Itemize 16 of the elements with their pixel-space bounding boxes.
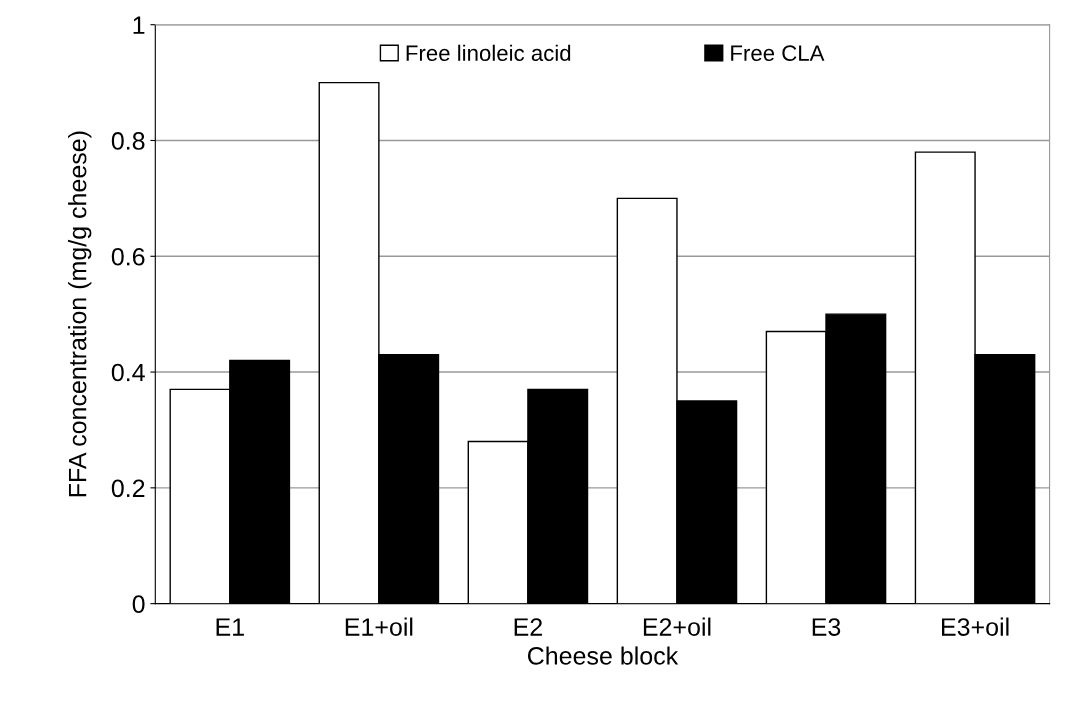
y-axis-title: FFA concentration (mg/g cheese) <box>68 131 92 497</box>
legend-label: Free linoleic acid <box>406 44 571 62</box>
x-tick-label: E1+oil <box>345 617 413 636</box>
y-tick-label: 0.6 <box>111 247 145 266</box>
x-tick-label: E2 <box>514 618 542 636</box>
x-tick-label: E2+oil <box>643 617 711 636</box>
x-tick-label: E3+oil <box>942 617 1009 636</box>
y-tick-label: 0.4 <box>111 363 145 382</box>
x-tick-label: E3 <box>812 618 841 636</box>
y-tick-label: 1 <box>133 16 145 34</box>
x-axis-title: Cheese block <box>527 646 679 665</box>
y-tick-label: 0 <box>132 595 145 613</box>
y-tick-label: 0.2 <box>111 479 145 498</box>
y-tick-label: 0.8 <box>111 132 145 150</box>
legend-label: Free CLA <box>731 45 825 62</box>
x-tick-label: E1 <box>216 618 244 636</box>
